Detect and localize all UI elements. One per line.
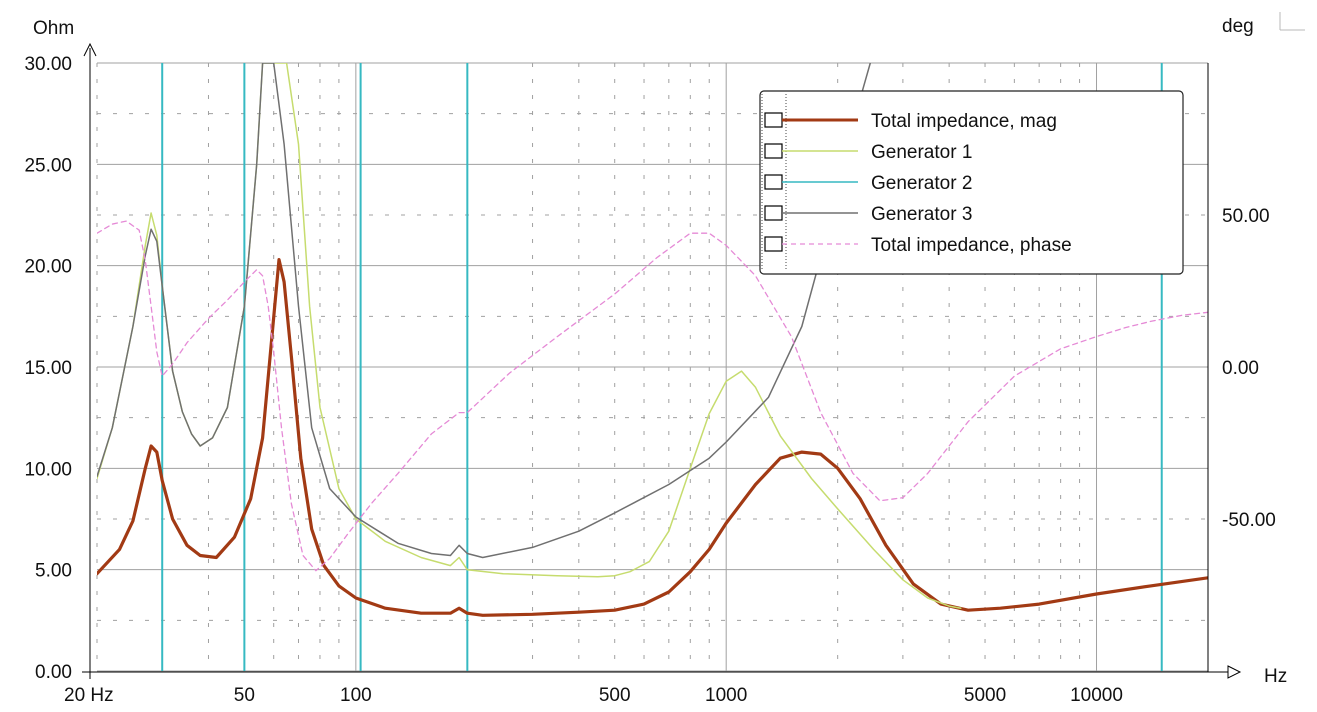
legend-label: Total impedance, phase — [871, 235, 1072, 256]
x-tick-label: 100 — [340, 685, 372, 706]
right-y-tick-label: 0.00 — [1222, 358, 1259, 379]
vertical-markers — [161, 63, 1163, 671]
tick-labels: 20 Hz 50 100 500 1000 5000 10000 30.00 25.00 20.0… — [24, 54, 1275, 706]
right-y-tick-label: -50.00 — [1222, 510, 1276, 531]
legend: Total impedance, mag Generator 1 Generator… — [759, 90, 1184, 275]
series-line — [97, 258, 1208, 617]
x-axis-label: Hz — [1264, 666, 1287, 687]
legend-checkbox-icon — [764, 236, 783, 252]
right-axis-label: deg — [1222, 16, 1254, 37]
left-y-tick-label: 0.00 — [35, 662, 72, 683]
left-axis-label: Ohm — [33, 18, 74, 39]
legend-label: Generator 1 — [871, 142, 972, 163]
legend-checkbox-icon — [764, 143, 783, 159]
left-y-tick-label: 25.00 — [24, 155, 72, 176]
x-tick-label: 1000 — [705, 685, 747, 706]
x-tick-label: 50 — [234, 685, 255, 706]
y-axis-arrow-icon — [83, 42, 97, 57]
x-tick-label: 10000 — [1070, 685, 1123, 706]
legend-checkbox-icon — [764, 112, 783, 128]
corner-resize-icon — [1279, 12, 1305, 31]
axes — [82, 12, 1305, 679]
series-layer — [97, 63, 1208, 617]
legend-label: Generator 2 — [871, 173, 972, 194]
legend-box — [759, 90, 1184, 275]
x-axis-arrow-icon — [1227, 665, 1242, 679]
series-line — [97, 63, 872, 559]
x-tick-label: 5000 — [964, 685, 1006, 706]
x-tick-label: 500 — [599, 685, 631, 706]
left-y-tick-label: 30.00 — [24, 54, 72, 75]
left-y-tick-label: 5.00 — [35, 561, 72, 582]
right-y-tick-label: 50.00 — [1222, 206, 1270, 227]
legend-checkbox-icon — [764, 174, 783, 190]
left-y-tick-label: 10.00 — [24, 459, 72, 480]
left-y-tick-label: 15.00 — [24, 358, 72, 379]
legend-checkbox-icon — [764, 205, 783, 221]
series-line — [97, 220, 1208, 572]
x-tick-label: 20 Hz — [64, 685, 114, 706]
legend-label: Total impedance, mag — [871, 111, 1057, 132]
left-y-tick-label: 20.00 — [24, 257, 72, 278]
legend-label: Generator 3 — [871, 204, 972, 225]
